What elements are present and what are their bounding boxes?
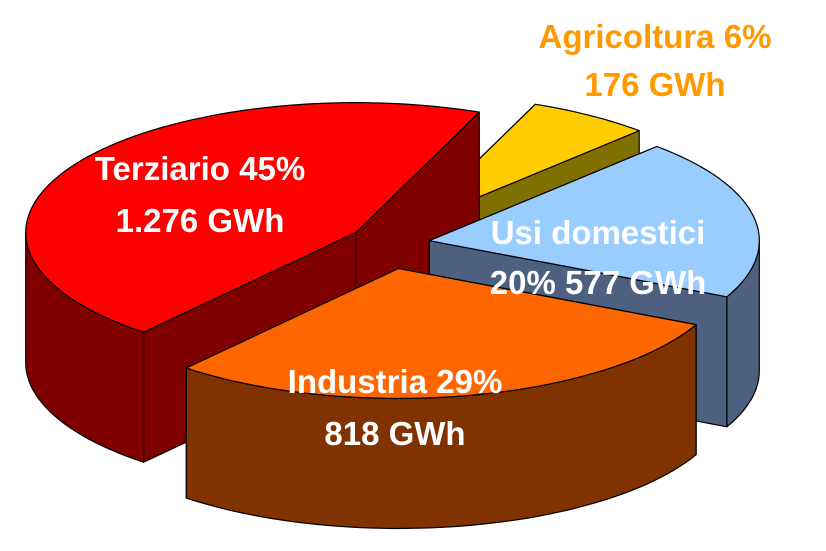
slice-label: 176 GWh <box>584 66 725 103</box>
label-part: Agricoltura <box>539 18 716 55</box>
label-part: 176 GWh <box>584 66 725 103</box>
label-part: 1.276 GWh <box>116 202 285 239</box>
slice-label: Usi domestici <box>491 214 706 251</box>
slice-label: Agricoltura 6% <box>539 18 772 55</box>
label-part: Industria <box>288 363 428 400</box>
label-part: Terziario <box>95 150 230 187</box>
slice-label: Industria 29% <box>288 363 503 400</box>
slice-top <box>428 145 760 298</box>
slice-label: 818 GWh <box>324 415 465 452</box>
slice-top <box>25 102 480 333</box>
slice-label: 1.276 GWh <box>116 202 285 239</box>
label-part: 6% <box>724 18 772 55</box>
label-part: 45% <box>239 150 305 187</box>
slice-top <box>185 267 697 400</box>
label-part: 29% <box>436 363 502 400</box>
label-part: 577 GWh <box>565 264 706 301</box>
label-part: 20% <box>490 264 556 301</box>
slice-label: 20% 577 GWh <box>490 264 707 301</box>
slice-label: Terziario 45% <box>95 150 305 187</box>
label-part: 818 GWh <box>324 415 465 452</box>
slice <box>185 267 697 530</box>
label-part: Usi domestici <box>491 214 706 251</box>
